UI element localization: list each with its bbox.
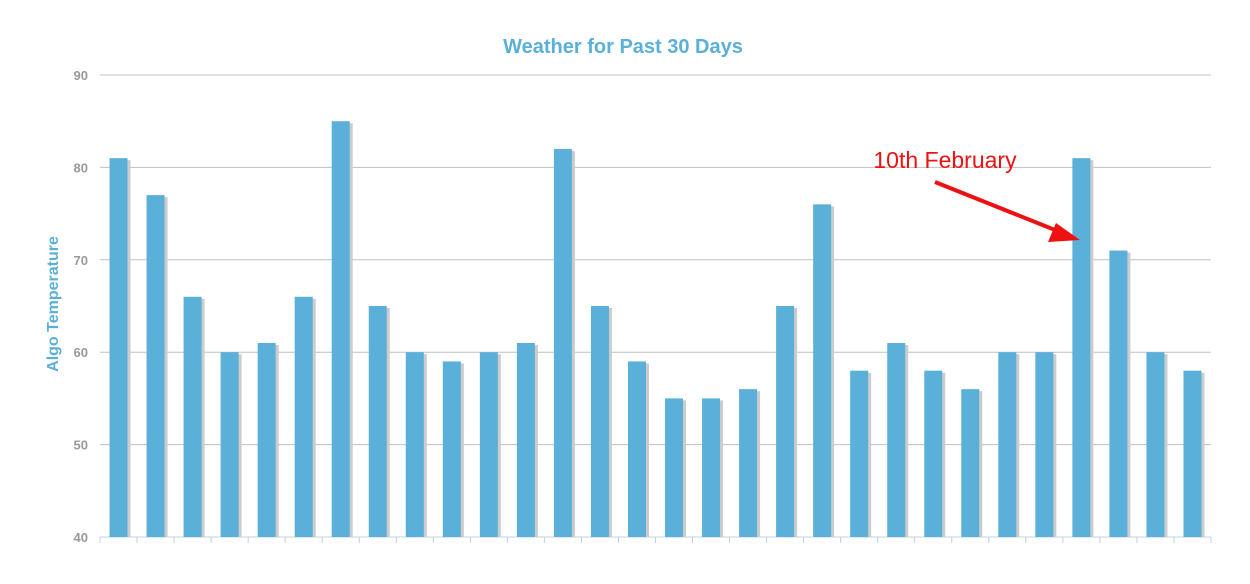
bar[interactable] [887, 342, 906, 537]
y-tick-label: 40 [74, 530, 88, 545]
bar[interactable] [516, 342, 535, 537]
bar[interactable] [257, 342, 276, 537]
bar[interactable] [961, 389, 980, 537]
annotation-arrow-line [934, 180, 1061, 234]
annotations: 10th February [873, 147, 1080, 242]
bar[interactable] [331, 121, 350, 537]
bar[interactable] [739, 389, 758, 537]
bar[interactable] [294, 296, 313, 537]
y-tick-label: 80 [74, 160, 88, 175]
y-tick-label: 90 [74, 68, 88, 83]
bar[interactable] [109, 158, 128, 537]
y-tick-label: 60 [74, 345, 88, 360]
bar[interactable] [924, 370, 943, 537]
bar[interactable] [442, 361, 461, 537]
bar[interactable] [665, 398, 684, 537]
bar[interactable] [1072, 158, 1091, 537]
bar[interactable] [146, 195, 165, 537]
bar[interactable] [627, 361, 646, 537]
bar[interactable] [702, 398, 721, 537]
bar[interactable] [1035, 352, 1054, 537]
grid-lines [99, 74, 1212, 543]
bars [109, 121, 1202, 538]
bar[interactable] [998, 352, 1017, 537]
chart-title: Weather for Past 30 Days [503, 36, 743, 58]
bar[interactable] [553, 148, 572, 538]
annotation-label: 10th February [873, 147, 1017, 173]
y-axis-ticks: 40 50 60 70 80 90 [74, 68, 88, 545]
bar[interactable] [850, 370, 869, 537]
bar[interactable] [479, 352, 498, 537]
bar[interactable] [183, 296, 202, 537]
bar[interactable] [590, 306, 609, 537]
bar[interactable] [1146, 352, 1165, 537]
bar[interactable] [813, 204, 832, 538]
bar[interactable] [368, 306, 387, 537]
bar[interactable] [1109, 250, 1128, 537]
bar[interactable] [220, 352, 239, 537]
bar[interactable] [776, 306, 795, 537]
y-axis-label: Algo Temperature [45, 236, 62, 372]
bar[interactable] [405, 352, 424, 537]
y-tick-label: 70 [74, 253, 88, 268]
annotation-arrow-head [1048, 223, 1080, 242]
y-tick-label: 50 [74, 438, 88, 453]
bar[interactable] [1183, 370, 1202, 537]
